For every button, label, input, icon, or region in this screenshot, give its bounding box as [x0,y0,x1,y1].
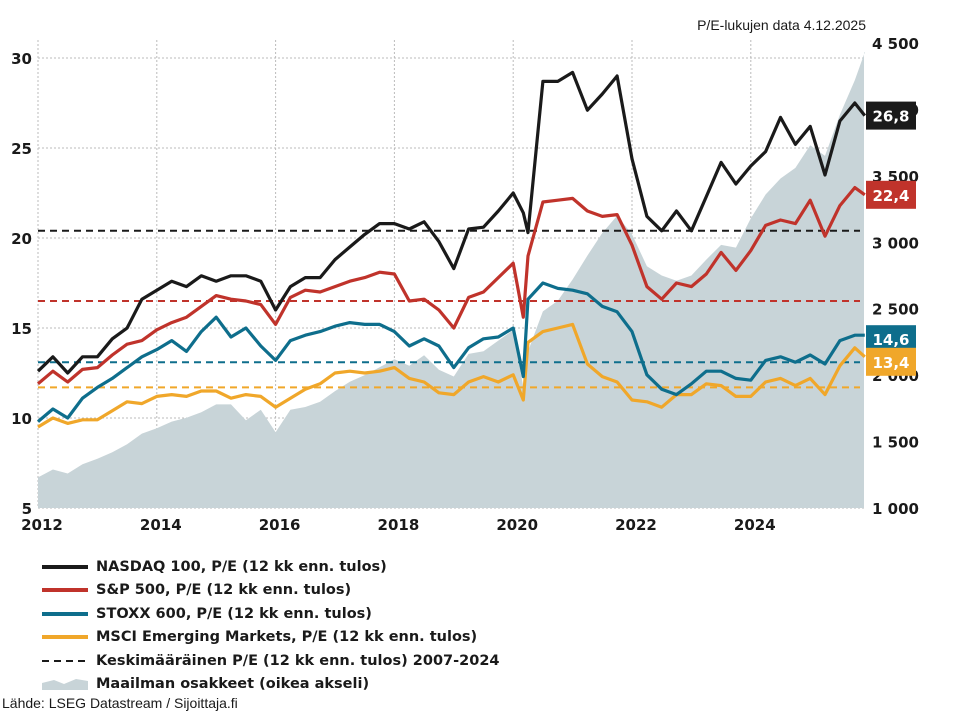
left-axis-ticks: 5 10 15 20 25 30 [11,50,32,518]
world-stocks-area [38,52,865,509]
series-line [36,70,867,375]
right-axis-tick: 4 500 [872,35,919,53]
source-note: Lähde: LSEG Datastream / Sijoittaja.fi [2,695,238,711]
legend-item: MSCI Emerging Markets, P/E (12 kk enn. t… [42,626,500,650]
x-axis-tick: 2016 [259,516,301,534]
legend-item: STOXX 600, P/E (12 kk enn. tulos) [42,602,500,626]
x-axis-tick: 2024 [734,516,776,534]
end-label-box [866,180,916,209]
end-label-value: 26,8 [872,108,909,126]
legend-swatch-msci-em [42,635,88,640]
end-label-value: 22,4 [872,187,909,205]
end-label: 22,4 [866,180,916,209]
legend-label: NASDAQ 100, P/E (12 kk enn. tulos) [96,558,387,575]
legend-label: S&P 500, P/E (12 kk enn. tulos) [96,582,352,599]
legend-item: NASDAQ 100, P/E (12 kk enn. tulos) [42,555,500,579]
series-line [37,322,866,429]
right-axis-tick: 3 000 [872,234,919,252]
series-line [36,186,866,386]
end-label-box [866,347,916,376]
legend-swatch-world-area [42,679,88,691]
left-axis-tick: 25 [11,140,32,158]
legend-item: S&P 500, P/E (12 kk enn. tulos) [42,579,500,603]
right-axis-tick: 2 500 [872,301,919,319]
left-axis-tick: 10 [11,410,32,428]
right-axis-tick: 1 000 [872,500,919,518]
right-axis-tick: 1 500 [872,434,919,452]
legend-swatch-stoxx [42,611,88,616]
series-line [36,281,865,423]
x-axis-tick: 2020 [496,516,538,534]
end-label: 26,8 [866,101,916,130]
end-label-value: 14,6 [872,331,909,349]
x-axis-tick: 2018 [378,516,420,534]
data-date-note: P/E-lukujen data 4.12.2025 [697,17,866,33]
left-axis-tick: 5 [22,500,32,518]
legend-label: Keskimääräinen P/E (12 kk enn. tulos) 20… [96,652,500,669]
legend-swatch-sp500 [42,588,88,593]
x-axis-tick: 2022 [615,516,657,534]
legend-swatch-nasdaq [42,564,88,569]
legend-swatch-average [42,659,88,662]
end-labels: 26,8 22,4 14,6 13,4 [866,101,916,376]
legend-label: STOXX 600, P/E (12 kk enn. tulos) [96,605,372,622]
legend-label: MSCI Emerging Markets, P/E (12 kk enn. t… [96,629,478,646]
x-axis-tick: 2012 [21,516,63,534]
legend-item: Keskimääräinen P/E (12 kk enn. tulos) 20… [42,649,500,673]
series-lines [36,70,867,429]
x-axis-ticks: 2012 2014 2016 2018 2020 2022 2024 [21,516,776,534]
left-axis-tick: 20 [11,230,32,248]
world-stocks-area-shape [38,52,865,509]
legend-label: Maailman osakkeet (oikea akseli) [96,676,370,693]
left-axis-tick: 15 [11,320,32,338]
end-label-box [866,101,916,130]
left-axis-tick: 30 [11,50,32,68]
end-label: 13,4 [866,347,916,376]
end-label-value: 13,4 [872,354,909,372]
x-axis-tick: 2014 [140,516,182,534]
legend-item: Maailman osakkeet (oikea akseli) [42,673,500,697]
legend: NASDAQ 100, P/E (12 kk enn. tulos) S&P 5… [42,555,500,696]
